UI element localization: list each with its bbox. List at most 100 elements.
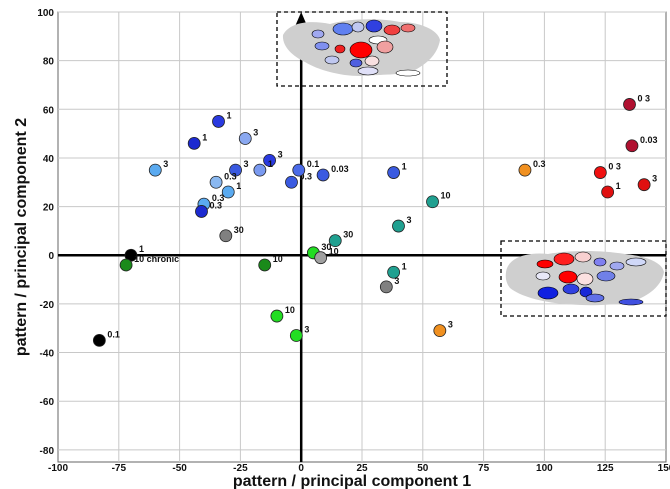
y-tick-label: -80 bbox=[40, 446, 55, 457]
inset-right-blob bbox=[585, 293, 605, 303]
inset-top-blob bbox=[334, 44, 346, 54]
data-point bbox=[270, 309, 284, 323]
y-tick-labels: -80 -60 -40 -20 0 20 40 60 80 100 bbox=[37, 8, 54, 457]
inset-right-blob bbox=[596, 270, 616, 282]
data-point bbox=[229, 163, 242, 177]
data-point-label: 3 bbox=[448, 320, 453, 330]
data-point bbox=[426, 195, 439, 209]
inset-top-blob bbox=[324, 55, 340, 65]
data-point bbox=[625, 139, 639, 153]
y-tick-label: -60 bbox=[40, 397, 55, 408]
data-point bbox=[623, 98, 636, 111]
data-point bbox=[285, 175, 298, 189]
inset-top-blob bbox=[376, 40, 394, 54]
x-tick-label: 75 bbox=[478, 463, 490, 474]
data-point-label: 0.03 bbox=[640, 135, 658, 145]
data-point-label: 0 3 bbox=[638, 93, 651, 103]
x-tick-label: -50 bbox=[172, 463, 187, 474]
data-point-label: 1 bbox=[139, 244, 144, 254]
data-point bbox=[314, 251, 328, 265]
y-tick-label: 80 bbox=[43, 57, 55, 68]
inset-top-blob bbox=[314, 41, 330, 51]
data-point bbox=[392, 219, 405, 233]
inset-right-blob bbox=[609, 261, 625, 271]
data-point bbox=[387, 265, 401, 279]
x-tick-label: 150 bbox=[658, 463, 670, 474]
y-tick-label: -20 bbox=[40, 300, 55, 311]
data-point bbox=[387, 166, 401, 179]
inset-right-blob bbox=[576, 272, 594, 286]
data-point-label: 0.3 bbox=[224, 171, 237, 181]
inset-right-blob bbox=[537, 286, 559, 300]
inset-top-blob bbox=[351, 21, 365, 33]
x-tick-label: 25 bbox=[356, 463, 368, 474]
inset-top-blob bbox=[332, 22, 354, 36]
data-point-label: 3 bbox=[163, 159, 168, 169]
inset-right-blob bbox=[593, 257, 607, 267]
x-tick-label: 0 bbox=[298, 463, 304, 474]
inset-right-pattern bbox=[500, 240, 667, 317]
data-point-label: 1 bbox=[227, 110, 232, 120]
data-point-label: 0.3 bbox=[212, 193, 225, 203]
x-tick-label: 125 bbox=[597, 463, 614, 474]
y-tick-label: 20 bbox=[43, 203, 55, 214]
inset-top-frame bbox=[276, 11, 448, 87]
y-tick-label: -40 bbox=[40, 349, 55, 360]
data-point bbox=[263, 153, 276, 167]
x-tick-labels: -100 -75 -50 -25 0 25 50 75 100 125 150 bbox=[48, 463, 670, 474]
data-point-label: 3 bbox=[406, 215, 411, 225]
y-tick-label: 0 bbox=[48, 251, 54, 262]
data-point-label: 0.03 bbox=[331, 164, 349, 174]
data-point bbox=[379, 280, 393, 294]
data-point-label: 3 bbox=[304, 325, 309, 335]
y-tick-label: 60 bbox=[43, 105, 55, 116]
data-point-label: 1 bbox=[402, 162, 407, 172]
data-point-label: 1 bbox=[616, 181, 621, 191]
x-tick-label: -25 bbox=[233, 463, 248, 474]
data-point bbox=[258, 258, 272, 272]
data-point-label: 3 bbox=[244, 159, 249, 169]
inset-right-blob bbox=[562, 283, 580, 295]
x-tick-label: 100 bbox=[536, 463, 553, 474]
y-tick-label: 40 bbox=[43, 154, 55, 165]
x-tick-label: -100 bbox=[48, 463, 68, 474]
data-point bbox=[433, 324, 447, 338]
data-point bbox=[601, 185, 615, 199]
data-point-label: 0 3 bbox=[608, 162, 621, 172]
data-point bbox=[212, 115, 225, 128]
data-point bbox=[221, 185, 235, 199]
inset-top-blob bbox=[364, 55, 380, 67]
data-point-label: 0.3 bbox=[299, 171, 312, 181]
data-point-label: 3 bbox=[394, 276, 399, 286]
data-point-label: 10 bbox=[329, 247, 339, 257]
data-point bbox=[92, 333, 106, 347]
data-point bbox=[637, 178, 651, 192]
inset-right-blob bbox=[618, 298, 644, 306]
data-point bbox=[195, 205, 208, 218]
data-point-label: 3 bbox=[652, 174, 657, 184]
inset-top-blob bbox=[395, 69, 421, 77]
data-point-label: 3 bbox=[278, 149, 283, 159]
inset-right-blob bbox=[553, 252, 575, 266]
inset-top-blob bbox=[357, 66, 379, 76]
inset-right-blob bbox=[625, 257, 647, 267]
data-point-label: 10 bbox=[273, 254, 283, 264]
data-point bbox=[219, 229, 233, 243]
inset-top-blob bbox=[349, 58, 363, 68]
data-point bbox=[253, 163, 267, 177]
data-point-label: 3 bbox=[253, 127, 258, 137]
data-point bbox=[209, 175, 223, 189]
data-point-label: 1 bbox=[268, 159, 273, 169]
data-point-label: 1 bbox=[202, 132, 207, 142]
data-point-label: 10 bbox=[285, 305, 295, 315]
inset-right-frame bbox=[500, 240, 667, 317]
y-axis-label: pattern / principal component 2 bbox=[13, 118, 30, 356]
data-point-label: 1 bbox=[236, 181, 241, 191]
inset-right-blob bbox=[558, 270, 578, 284]
data-point-label: 1 bbox=[402, 261, 407, 271]
data-point-label: 30 bbox=[321, 242, 331, 252]
inset-right-blob bbox=[536, 259, 554, 269]
data-point bbox=[187, 136, 201, 150]
data-point-label: 30 bbox=[343, 230, 353, 240]
